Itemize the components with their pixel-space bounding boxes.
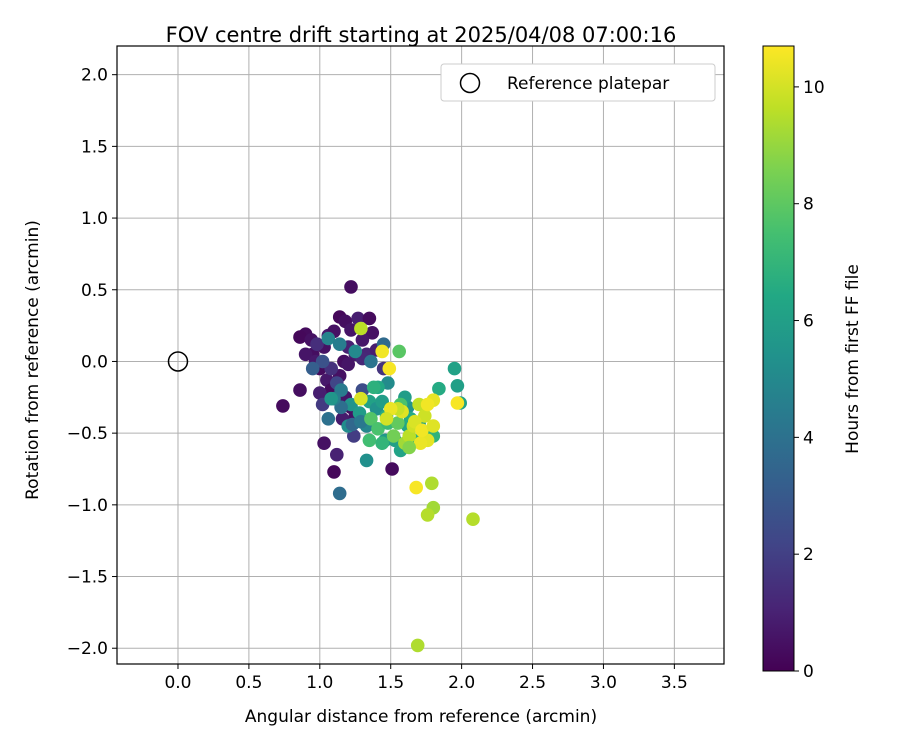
scatter-point — [332, 486, 347, 501]
y-tick-label: 1.5 — [81, 137, 108, 157]
reference-platepar-marker — [167, 351, 189, 372]
scatter-point — [354, 321, 368, 336]
colorbar-tick-label: 2 — [803, 545, 814, 565]
colorbar-label: Hours from first FF file — [843, 264, 863, 454]
scatter-point — [420, 397, 435, 412]
scatter-points — [276, 280, 480, 653]
y-tick-label: −1.5 — [67, 568, 108, 588]
colorbar-tick-label: 6 — [803, 312, 814, 332]
y-tick-label: 0.0 — [81, 352, 108, 372]
scatter-point — [450, 379, 465, 393]
colorbar-tick-label: 4 — [803, 428, 814, 448]
y-axis-ticks: −2.0 −1.5 −1.0 −0.5 0.0 0.5 1.0 1.5 2.0 — [67, 66, 117, 659]
scatter-point — [391, 416, 405, 430]
colorbar-tick-label: 8 — [803, 195, 814, 215]
scatter-point — [332, 337, 347, 352]
scatter-point — [347, 429, 361, 443]
y-tick-label: −2.0 — [67, 639, 108, 659]
scatter-point — [330, 447, 344, 462]
scatter-point — [362, 433, 377, 448]
plot-frame — [116, 45, 725, 665]
scatter-point — [426, 419, 441, 433]
scatter-point — [450, 396, 465, 410]
scatter-point — [313, 386, 327, 400]
scatter-point — [392, 344, 407, 359]
scatter-point — [375, 436, 390, 451]
colorbar-ticks: 0 2 4 6 8 10 — [794, 78, 825, 682]
x-axis-label: Angular distance from reference (arcmin) — [245, 707, 597, 727]
chart-title: FOV centre drift starting at 2025/04/08 … — [166, 23, 677, 47]
x-tick-label: 3.5 — [661, 673, 688, 693]
scatter-point — [364, 354, 378, 369]
scatter-point — [354, 391, 368, 406]
colorbar-tick-label: 10 — [803, 78, 825, 98]
y-tick-label: −0.5 — [67, 424, 108, 444]
scatter-point — [327, 465, 341, 479]
scatter-point — [310, 337, 324, 352]
y-tick-label: 0.5 — [81, 281, 108, 301]
x-tick-label: 2.0 — [448, 673, 475, 693]
scatter-point — [386, 429, 401, 443]
scatter-point — [321, 331, 336, 346]
scatter-point — [418, 409, 432, 423]
scatter-point — [276, 399, 290, 413]
scatter-point — [293, 383, 307, 397]
legend-box — [440, 63, 716, 102]
scatter-point — [315, 354, 330, 369]
scatter-point — [362, 311, 377, 326]
scatter-point — [293, 330, 307, 344]
x-axis-ticks: 0.0 0.5 1.0 1.5 2.0 2.5 3.0 3.5 — [164, 664, 688, 693]
scatter-point — [366, 380, 381, 395]
legend-reference-marker — [459, 72, 481, 94]
colorbar — [762, 45, 795, 672]
scatter-point — [379, 412, 394, 426]
scatter-point — [321, 412, 336, 426]
scatter-point — [425, 476, 439, 491]
x-tick-label: 1.0 — [306, 673, 333, 693]
legend-label-reference: Reference platepar — [507, 74, 669, 94]
scatter-point — [432, 381, 446, 396]
scatter-point — [365, 326, 380, 340]
scatter-point — [341, 357, 356, 372]
reference-marker-layer — [167, 351, 189, 372]
scatter-point — [344, 280, 358, 294]
y-tick-label: 1.0 — [81, 209, 108, 229]
scatter-point — [420, 508, 435, 522]
grid-lines — [117, 46, 724, 664]
scatter-point — [355, 333, 370, 347]
scatter-point — [348, 344, 363, 359]
x-tick-label: 3.0 — [590, 673, 617, 693]
y-tick-label: 2.0 — [81, 66, 108, 86]
scatter-point — [317, 436, 331, 451]
scatter-point — [298, 347, 313, 362]
scatter-point — [385, 462, 399, 476]
scatter-point — [359, 453, 374, 468]
scatter-point — [413, 436, 428, 451]
scatter-point — [382, 361, 397, 376]
x-tick-label: 0.0 — [164, 673, 191, 693]
scatter-point — [305, 361, 320, 376]
scatter-point — [364, 412, 378, 426]
scatter-point — [409, 480, 424, 495]
legend: Reference platepar — [440, 63, 716, 102]
colorbar-tick-label: 0 — [803, 662, 814, 682]
x-tick-label: 1.5 — [377, 673, 404, 693]
scatter-point — [402, 440, 417, 455]
scatter-point — [447, 361, 462, 376]
y-axis-label: Rotation from reference (arcmin) — [23, 220, 43, 500]
x-tick-label: 0.5 — [235, 673, 262, 693]
scatter-point — [375, 344, 390, 359]
x-tick-label: 2.5 — [519, 673, 546, 693]
scatter-point — [371, 422, 385, 436]
scatter-point — [415, 423, 429, 438]
scatter-point — [466, 512, 480, 526]
scatter-point — [410, 638, 425, 653]
scatter-point — [324, 391, 339, 406]
y-tick-label: −1.0 — [67, 496, 108, 516]
scatter-point — [344, 323, 358, 337]
